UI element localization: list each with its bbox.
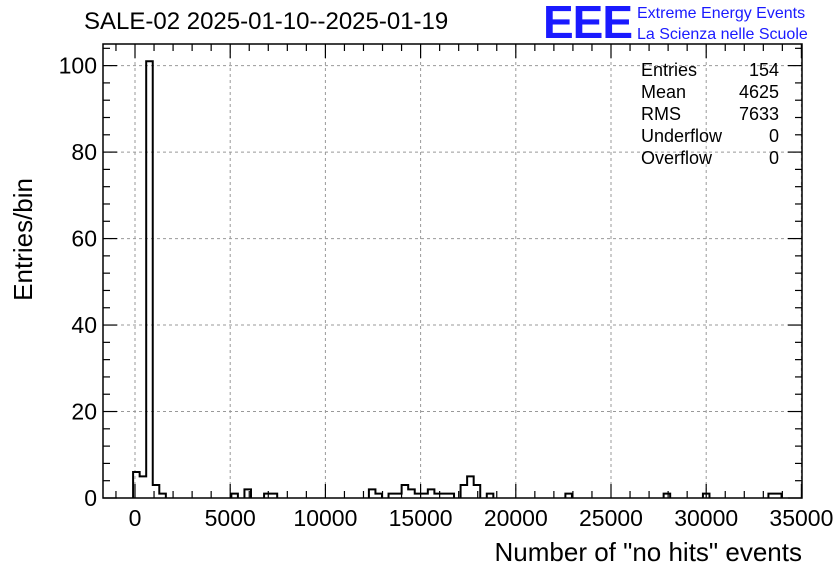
plot-frame — [102, 43, 803, 499]
x-tick-label: 15000 — [389, 505, 453, 531]
stat-value: 0 — [768, 148, 779, 168]
stat-label: Overflow — [641, 148, 713, 168]
stats-box: Entries 154 Mean 4625 RMS 7633 Underflow… — [641, 59, 779, 169]
stats-row-overflow: Overflow 0 — [641, 147, 779, 169]
axis-ticks — [103, 44, 803, 499]
x-tick-label: 10000 — [293, 505, 357, 531]
logo-line-1: Extreme Energy Events — [637, 5, 806, 22]
y-tick-label: 100 — [59, 53, 97, 79]
axis-tick-labels: 0 5000 10000 15000 20000 25000 30000 3500002040… — [59, 53, 834, 531]
y-tick-label: 60 — [71, 226, 97, 252]
stat-value: 154 — [748, 60, 779, 80]
x-tick-label: 30000 — [674, 505, 738, 531]
logo-line-2: La Scienza nelle Scuole — [637, 26, 808, 43]
chart-title: SALE-02 2025-01-10--2025-01-19 — [84, 8, 449, 35]
y-tick-label: 80 — [71, 139, 97, 165]
stats-row-entries: Entries 154 — [641, 59, 779, 81]
x-tick-label: 25000 — [579, 505, 643, 531]
y-tick-label: 0 — [84, 485, 97, 511]
y-tick-label: 40 — [71, 312, 97, 338]
stat-value: 0 — [768, 126, 779, 146]
x-axis-label: Number of "no hits" events — [495, 537, 803, 567]
stat-label: Entries — [641, 60, 698, 80]
x-tick-label: 0 — [129, 505, 142, 531]
x-tick-label: 20000 — [484, 505, 548, 531]
stat-value: 7633 — [738, 104, 779, 124]
x-tick-label: 5000 — [205, 505, 256, 531]
y-tick-label: 20 — [71, 399, 97, 425]
x-tick-label: 35000 — [769, 505, 833, 531]
stats-row-mean: Mean 4625 — [641, 81, 779, 103]
y-axis-label: Entries/bin — [8, 178, 38, 301]
stat-label: Mean — [641, 82, 687, 102]
logo-caption: Extreme Energy Events La Scienza nelle S… — [637, 3, 808, 45]
stats-row-rms: RMS 7633 — [641, 103, 779, 125]
eee-logo: EEE — [543, 0, 633, 48]
stat-label: Underflow — [641, 126, 723, 146]
stat-value: 4625 — [738, 82, 779, 102]
stats-row-underflow: Underflow 0 — [641, 125, 779, 147]
stat-label: RMS — [641, 104, 681, 124]
